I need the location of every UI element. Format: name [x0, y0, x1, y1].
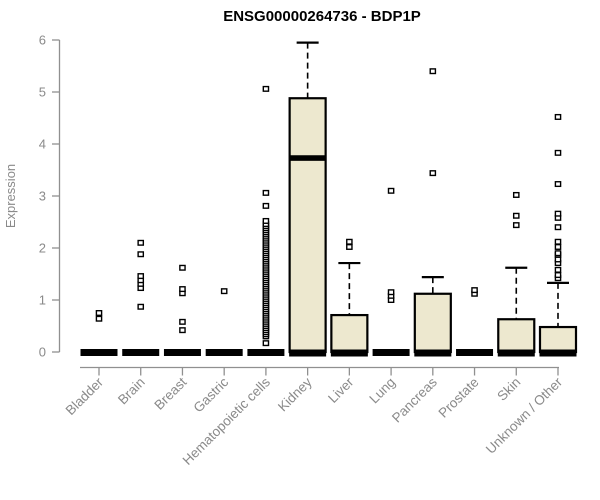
outlier-point [554, 250, 562, 257]
outlier-point [554, 210, 562, 217]
collapsed-box [205, 349, 243, 356]
outlier-point [554, 266, 562, 273]
outlier-point [554, 181, 562, 188]
outlier-point [179, 264, 186, 271]
y-tick-label: 5 [39, 85, 46, 100]
y-tick-label: 6 [39, 33, 46, 48]
outlier-point [137, 239, 145, 246]
box-body [413, 292, 452, 354]
outlier-point [262, 189, 270, 196]
outlier-point [137, 273, 145, 280]
outlier-point [471, 287, 478, 294]
category-label: Unknown / Other [483, 374, 566, 457]
category-label: Lung [366, 375, 398, 407]
outlier-point [137, 303, 145, 310]
category-label: Brain [115, 375, 148, 408]
category-label: Liver [325, 374, 357, 406]
category-label: Breast [151, 374, 189, 412]
outlier-point [262, 202, 270, 209]
chart-title: ENSG00000264736 - BDP1P [223, 8, 421, 25]
box-body [288, 97, 327, 354]
outlier-point [346, 243, 353, 250]
outlier-point [179, 327, 186, 334]
outlier-point [554, 272, 562, 279]
box-bottom-edge [330, 349, 368, 357]
outlier-point [179, 286, 186, 293]
box-body [497, 318, 536, 354]
box-body [538, 325, 578, 354]
collapsed-box [163, 349, 201, 356]
outlier-point [512, 212, 520, 219]
box-body [330, 313, 369, 354]
outlier-point [387, 289, 395, 296]
category-label: Skin [494, 375, 523, 404]
outlier-point [554, 113, 562, 120]
category-label: Pancreas [389, 374, 440, 425]
category-label: Kidney [275, 374, 315, 414]
outlier-point [262, 340, 270, 347]
outlier-point [512, 222, 520, 229]
y-tick-label: 1 [39, 293, 46, 308]
outlier-point [554, 149, 562, 156]
outlier-point [179, 318, 186, 325]
y-axis-title: Expression [3, 164, 18, 228]
category-label: Gastric [190, 374, 231, 415]
box-bottom-edge [414, 349, 452, 357]
collapsed-box [247, 349, 285, 356]
outlier-point [262, 217, 270, 224]
outlier-point [554, 238, 562, 245]
collapsed-box [122, 349, 160, 356]
y-tick-label: 3 [39, 189, 46, 204]
median-line [289, 155, 326, 161]
outlier-point [95, 315, 103, 322]
outlier-point [387, 187, 395, 194]
outlier-point [554, 224, 562, 231]
collapsed-box [372, 349, 410, 356]
box-bottom-edge [289, 349, 327, 357]
outlier-point [137, 251, 145, 258]
category-label: Bladder [63, 374, 107, 418]
collapsed-box [80, 349, 118, 356]
outlier-point [262, 85, 270, 92]
category-label: Prostate [436, 375, 482, 421]
outlier-point [95, 310, 103, 317]
box-bottom-edge [539, 349, 577, 357]
outlier-point [346, 238, 353, 245]
outlier-point [554, 243, 562, 250]
box-bottom-edge [497, 349, 535, 357]
y-tick-label: 4 [39, 137, 46, 152]
y-tick-label: 2 [39, 241, 46, 256]
outlier-point [554, 256, 562, 263]
outlier-point [220, 288, 228, 295]
y-tick-label: 0 [39, 345, 46, 360]
outlier-point [429, 170, 437, 177]
outlier-point [429, 68, 437, 75]
outlier-point [512, 191, 520, 198]
collapsed-box [456, 349, 494, 356]
